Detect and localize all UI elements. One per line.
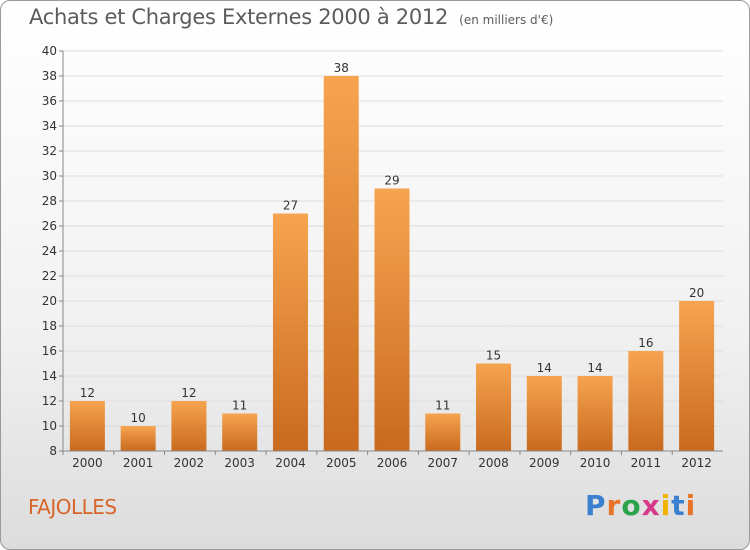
y-tick-label: 14 [42,369,57,383]
logo-letter: x [641,489,661,522]
y-tick-label: 12 [42,394,57,408]
y-tick-label: 22 [42,269,57,283]
data-label: 12 [80,386,95,400]
logo-letter: i [685,489,697,522]
bar-2010 [577,376,613,451]
x-tick-label: 2002 [174,456,205,470]
y-tick-label: 18 [42,319,57,333]
bar-2004 [272,213,308,451]
y-tick-label: 16 [42,344,57,358]
y-tick-label: 36 [42,94,57,108]
y-tick-label: 32 [42,144,57,158]
data-label: 12 [181,386,196,400]
unit-text: (en milliers d'€) [459,13,554,27]
commune-name: FAJOLLES [28,495,117,519]
logo-letter: t [671,489,686,522]
y-tick-label: 28 [42,194,57,208]
bar-2005 [323,76,359,451]
x-tick-label: 2009 [529,456,560,470]
bar-2006 [374,188,410,451]
data-label: 11 [232,399,247,413]
x-tick-label: 2004 [275,456,306,470]
data-label: 11 [435,399,450,413]
bar-2001 [120,426,156,451]
proxiti-logo[interactable]: Proxiti [585,489,696,522]
bar-2007 [425,413,461,451]
chart-title: Achats et Charges Externes 2000 à 2012 (… [29,5,553,29]
x-tick-label: 2000 [72,456,103,470]
x-tick-label: 2006 [377,456,408,470]
x-tick-label: 2001 [123,456,154,470]
logo-letter: P [585,489,607,522]
x-tick-label: 2005 [326,456,357,470]
y-tick-label: 40 [42,44,57,58]
x-tick-label: 2012 [681,456,712,470]
bar-2012 [679,301,715,451]
data-label: 14 [587,361,602,375]
bar-2009 [526,376,562,451]
x-tick-label: 2010 [580,456,611,470]
data-label: 27 [283,199,298,213]
data-label: 20 [689,286,704,300]
y-tick-label: 34 [42,119,57,133]
x-tick-label: 2003 [224,456,255,470]
bar-2002 [171,401,207,451]
data-label: 14 [537,361,552,375]
bar-2000 [69,401,105,451]
y-tick-label: 26 [42,219,57,233]
bar-2011 [628,351,664,451]
data-label: 10 [131,411,146,425]
x-tick-label: 2008 [478,456,509,470]
y-tick-label: 20 [42,294,57,308]
data-label: 29 [384,174,399,188]
x-tick-label: 2007 [427,456,458,470]
data-label: 16 [638,336,653,350]
y-tick-label: 38 [42,69,57,83]
y-tick-label: 30 [42,169,57,183]
y-tick-label: 10 [42,419,57,433]
y-tick-label: 24 [42,244,57,258]
data-label: 15 [486,349,501,363]
bar-2003 [222,413,258,451]
x-tick-label: 2011 [631,456,662,470]
logo-letter: i [660,489,672,522]
data-label: 38 [334,61,349,75]
y-tick-label: 8 [49,444,57,458]
bar-2008 [476,363,512,451]
title-text: Achats et Charges Externes 2000 à 2012 [29,5,449,29]
logo-letter: o [621,489,642,522]
logo-letter: r [606,489,622,522]
